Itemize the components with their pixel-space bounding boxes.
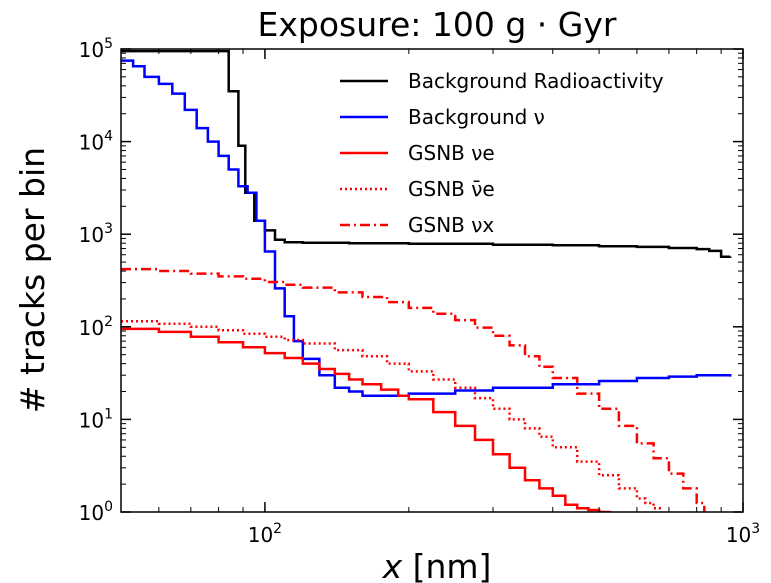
legend-label-4: GSNB ν̄e — [408, 177, 495, 201]
y-tick-label: 104 — [79, 129, 113, 155]
series-layer — [121, 49, 732, 512]
legend: Background Radioactivity Background ν GSNB… — [340, 69, 664, 237]
series-line-1 — [121, 49, 732, 259]
y-tick-label: 101 — [79, 406, 113, 432]
plot-frame — [120, 48, 744, 513]
y-axis-label: # tracks per bin — [13, 147, 52, 413]
legend-label-2: Background ν — [408, 105, 545, 129]
y-tick-label: 105 — [79, 36, 113, 62]
legend-label-5: GSNB νx — [408, 213, 494, 237]
x-tick-label: 102 — [248, 521, 282, 547]
series-line-2 — [121, 59, 732, 398]
legend-label-1: Background Radioactivity — [408, 69, 664, 93]
x-axis-label-unit: [nm] — [402, 547, 491, 583]
x-axis-label: x [nm] — [382, 547, 492, 583]
series-line-3 — [121, 327, 612, 512]
series-line-5 — [121, 267, 706, 512]
ticks-layer: 102 103 100 101 102 103 104 105 — [79, 36, 761, 547]
y-tick-label: 100 — [79, 499, 113, 525]
y-tick-label: 102 — [79, 314, 113, 340]
x-axis-label-var: x — [382, 547, 403, 583]
y-tick-label: 103 — [79, 221, 113, 247]
chart-title: Exposure: 100 g · Gyr — [258, 5, 617, 44]
x-tick-label: 103 — [726, 521, 760, 547]
legend-label-3: GSNB νe — [408, 141, 495, 165]
series-line-4 — [121, 319, 662, 512]
